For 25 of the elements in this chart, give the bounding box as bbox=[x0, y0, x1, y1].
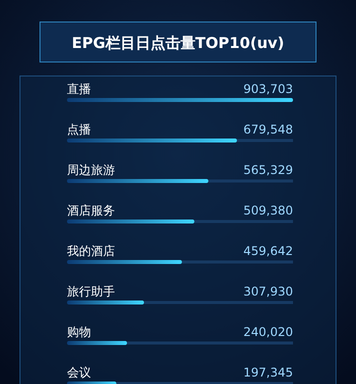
bar bbox=[67, 382, 116, 384]
data-label: 459,642 bbox=[243, 244, 293, 258]
bar bbox=[67, 260, 182, 264]
y-tick-label: 直播 bbox=[67, 82, 91, 96]
y-tick-label: 点播 bbox=[67, 122, 91, 136]
data-label: 307,930 bbox=[243, 284, 293, 298]
data-label: 240,020 bbox=[243, 325, 293, 339]
y-tick-label: 周边旅游 bbox=[67, 163, 115, 177]
data-label: 679,548 bbox=[243, 122, 293, 136]
data-label: 509,380 bbox=[243, 204, 293, 218]
bar bbox=[67, 138, 237, 142]
data-label: 903,703 bbox=[243, 82, 293, 96]
y-tick-label: 酒店服务 bbox=[67, 204, 115, 218]
chart-title: EPG栏目日点击量TOP10(uv) bbox=[72, 34, 284, 52]
bar bbox=[67, 220, 194, 224]
y-tick-label: 我的酒店 bbox=[67, 244, 115, 258]
data-label: 197,345 bbox=[243, 366, 293, 380]
bar bbox=[67, 179, 208, 183]
data-label: 565,329 bbox=[243, 163, 293, 177]
y-tick-label: 会议 bbox=[67, 366, 91, 380]
bar bbox=[67, 300, 144, 304]
y-tick-label: 旅行助手 bbox=[67, 284, 115, 298]
bar bbox=[67, 341, 128, 345]
bar bbox=[67, 98, 293, 102]
y-tick-label: 购物 bbox=[67, 325, 91, 339]
